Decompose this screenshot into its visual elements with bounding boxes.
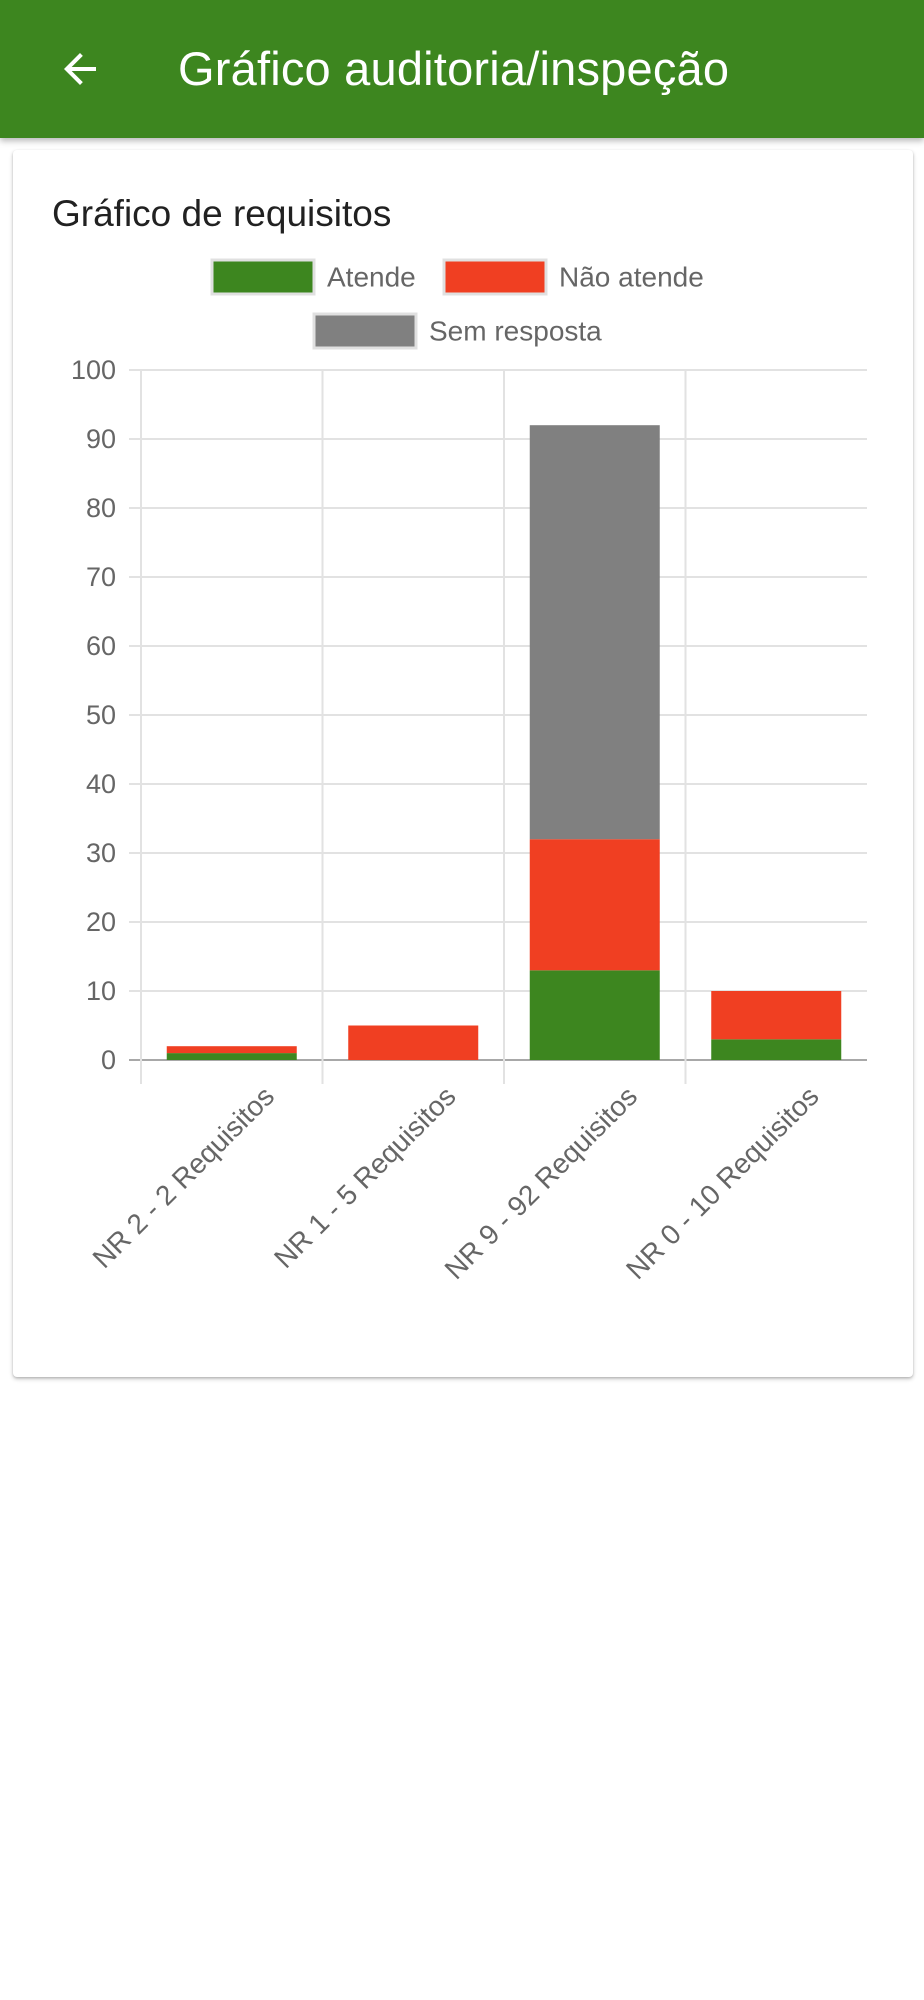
y-tick-label: 0 <box>101 1045 116 1075</box>
legend-swatch-2 <box>312 312 418 350</box>
bar-3-1 <box>711 991 842 1040</box>
bar-2-1 <box>529 839 660 971</box>
y-tick-label: 90 <box>86 424 116 454</box>
x-tick-label: NR 0 - 10 Requisitos <box>620 1080 825 1285</box>
y-tick-label: 30 <box>86 838 116 868</box>
bar-0-0 <box>166 1053 297 1060</box>
arrow-back-icon <box>64 53 96 85</box>
y-tick-label: 10 <box>86 976 116 1006</box>
legend-swatch-0 <box>210 258 316 296</box>
bar-0-1 <box>166 1046 297 1054</box>
legend-label-2: Sem resposta <box>429 316 602 347</box>
bar-3-0 <box>711 1039 842 1060</box>
y-tick-label: 20 <box>86 907 116 937</box>
app-bar: Gráfico auditoria/inspeção <box>0 0 924 138</box>
bar-2-0 <box>529 970 660 1060</box>
legend-label-0: Atende <box>327 262 416 293</box>
y-tick-label: 70 <box>86 562 116 592</box>
x-tick-label: NR 1 - 5 Requisitos <box>268 1080 462 1274</box>
bar-2-2 <box>529 425 660 840</box>
bar-1-1 <box>348 1025 479 1060</box>
x-tick-label: NR 9 - 92 Requisitos <box>439 1080 644 1285</box>
y-tick-label: 100 <box>71 355 116 385</box>
page-title: Gráfico auditoria/inspeção <box>178 42 730 95</box>
y-tick-label: 50 <box>86 700 116 730</box>
y-tick-label: 80 <box>86 493 116 523</box>
legend-label-1: Não atende <box>559 262 704 293</box>
chart-card-title: Gráfico de requisitos <box>52 193 392 234</box>
requirements-chart: Atende Não atende Sem resposta 0 10 20 30 40 50 6… <box>71 258 867 1285</box>
chart-card: Gráfico de requisitos Atende Não atende Se… <box>13 150 913 1377</box>
x-tick-label: NR 2 - 2 Requisitos <box>87 1080 281 1274</box>
y-tick-label: 60 <box>86 631 116 661</box>
y-tick-label: 40 <box>86 769 116 799</box>
back-button[interactable] <box>40 29 120 109</box>
legend-swatch-1 <box>442 258 548 296</box>
